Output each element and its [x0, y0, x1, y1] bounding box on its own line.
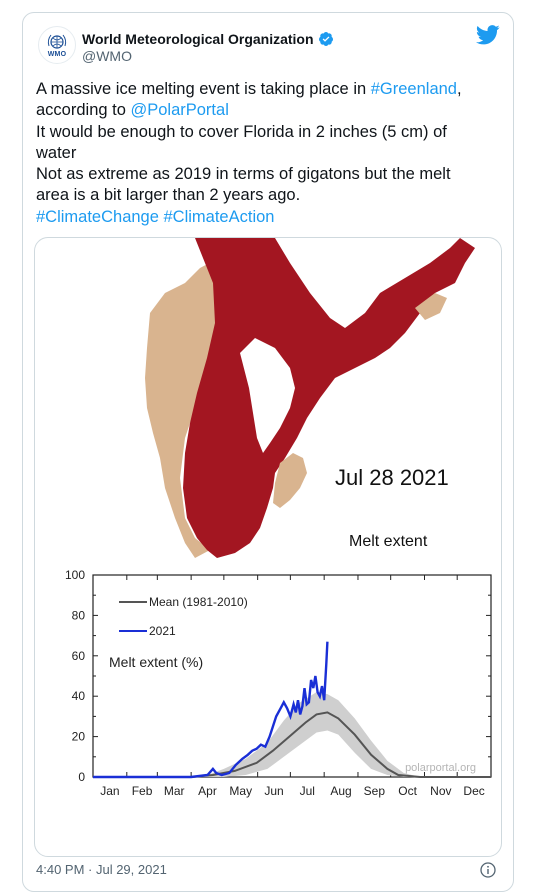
ice-interior — [240, 338, 295, 453]
x-tick-label: Jul — [300, 784, 315, 798]
melt-area — [183, 238, 475, 558]
tweet-text-line: #ClimateChange #ClimateAction — [36, 207, 506, 228]
melt-figure: Jul 28 2021 Melt extent 0 20 40 60 80 100 Jan F… — [65, 238, 492, 798]
x-tick-label: Jan — [100, 784, 119, 798]
x-tick-label: Sep — [364, 784, 386, 798]
tweet-text-segment: area is a bit larger than 2 years ago. — [36, 186, 301, 205]
hashtag-link[interactable]: #ClimateChange — [36, 207, 159, 226]
x-tick-label: May — [229, 784, 252, 798]
tweet-text-segment: Not as extreme as 2019 in terms of gigat… — [36, 165, 451, 184]
x-tick-label: Nov — [430, 784, 451, 798]
tweet-text-line: A massive ice melting event is taking pl… — [36, 79, 506, 100]
tweet-text-segment: It would be enough to cover Florida in 2… — [36, 122, 447, 141]
x-tick-label: Aug — [330, 784, 351, 798]
x-tick-label: Jun — [264, 784, 283, 798]
tweet-text-segment: A massive ice melting event is taking pl… — [36, 80, 371, 98]
tweet-text-segment: , — [456, 80, 462, 98]
tweet-text-line: according to @PolarPortal — [36, 100, 506, 121]
x-tick-label: Mar — [164, 784, 185, 798]
y-tick-label: 40 — [72, 689, 86, 703]
y-tick-label: 20 — [72, 730, 86, 744]
tweet-text: A massive ice melting event is taking pl… — [36, 79, 506, 228]
hashtag-link[interactable]: #ClimateAction — [163, 207, 275, 226]
tweet-text-line: It would be enough to cover Florida in 2… — [36, 122, 506, 143]
tweet-text-line: water — [36, 143, 506, 164]
land-coast-west — [145, 260, 220, 558]
watermark: polarportal.org — [405, 762, 476, 774]
tweet-timestamp[interactable]: 4:40 PM · Jul 29, 2021 — [36, 862, 167, 877]
wmo-emblem-icon — [47, 34, 67, 49]
avatar[interactable]: WMO — [38, 26, 76, 64]
variability-band — [202, 692, 421, 777]
verified-badge-icon — [318, 32, 333, 46]
x-tick-label: Apr — [198, 784, 217, 798]
tweet-text-line: area is a bit larger than 2 years ago. — [36, 185, 506, 206]
melt-extent-chart: 0 20 40 60 80 100 Jan Feb Mar Apr May Jun Jul Aug Sep O… — [65, 568, 492, 798]
mention-link[interactable]: @PolarPortal — [130, 101, 229, 120]
legend-label: Mean (1981-2010) — [149, 595, 248, 609]
y-tick-label: 0 — [78, 770, 85, 784]
y-tick-label: 100 — [65, 568, 85, 582]
y-axis-label: Melt extent (%) — [109, 654, 203, 670]
map-date-label: Jul 28 2021 — [335, 465, 449, 490]
greenland-map — [145, 238, 475, 558]
author-name-row[interactable]: World Meteorological Organization — [82, 31, 334, 47]
author-handle[interactable]: @WMO — [82, 48, 132, 64]
land-coast-ne — [415, 293, 447, 320]
map-subtitle: Melt extent — [349, 533, 428, 550]
y-tick-label: 60 — [72, 649, 86, 663]
land-coast-east — [273, 453, 307, 508]
y-tick-label: 80 — [72, 608, 86, 622]
x-tick-label: Oct — [398, 784, 417, 798]
hashtag-link[interactable]: #Greenland — [370, 80, 457, 98]
twitter-bird-icon[interactable] — [476, 25, 500, 45]
x-tick-label: Dec — [463, 784, 484, 798]
tweet-media[interactable]: Jul 28 2021 Melt extent 0 20 40 60 80 100 Jan F… — [34, 237, 502, 857]
author-name[interactable]: World Meteorological Organization — [82, 31, 314, 47]
tweet-text-segment: water — [36, 143, 77, 162]
tweet-text-segment: according to — [36, 101, 131, 120]
legend-label: 2021 — [149, 624, 176, 638]
avatar-label: WMO — [47, 51, 67, 58]
x-tick-label: Feb — [132, 784, 153, 798]
tweet-text-line: Not as extreme as 2019 in terms of gigat… — [36, 164, 506, 185]
series-2021-line — [93, 641, 329, 779]
